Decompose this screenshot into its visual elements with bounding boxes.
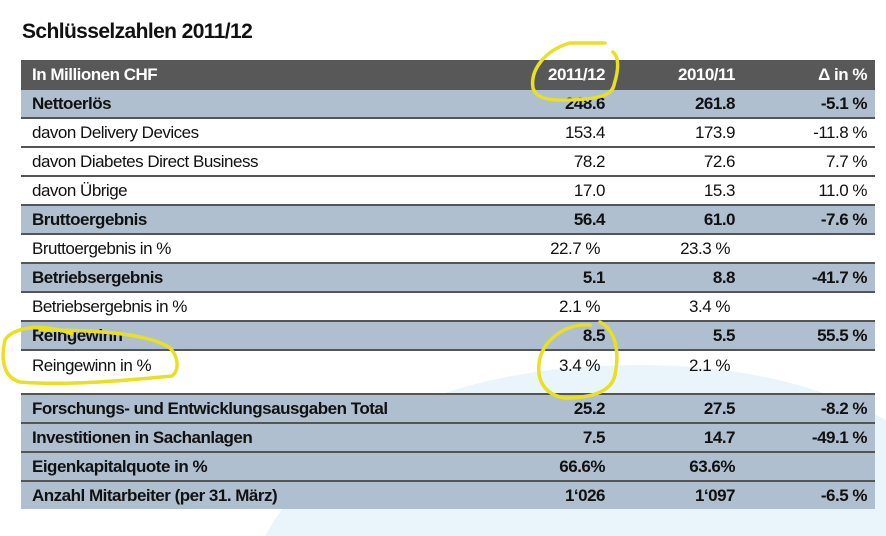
table-header: In Millionen CHF 2011/12 2010/11 Δ in % bbox=[21, 60, 875, 90]
value-2010-11: 15.3 bbox=[703, 180, 736, 200]
value-2010-11: 27.5 bbox=[703, 398, 736, 418]
table-row: Investitionen in Sachanlagen 7.5 14.7 -49.1… bbox=[21, 424, 875, 453]
table-gap bbox=[21, 381, 875, 395]
value-delta: 55.5 % bbox=[817, 325, 867, 345]
value-2011-12: 8.5 bbox=[582, 325, 606, 345]
value-delta: -49.1 % bbox=[811, 427, 868, 447]
header-col-delta: Δ in % bbox=[818, 65, 867, 84]
row-label: Bruttoergebnis in % bbox=[32, 238, 171, 258]
value-2011-12: 78.2 bbox=[573, 151, 606, 171]
value-2011-12: 2.1 % bbox=[559, 296, 600, 316]
value-delta: -41.7 % bbox=[811, 267, 868, 287]
row-label: Betriebsergebnis bbox=[32, 267, 163, 287]
value-delta: 7.7 % bbox=[826, 151, 867, 171]
value-2010-11: 8.8 bbox=[712, 267, 736, 287]
value-2011-12: 66.6% bbox=[559, 456, 605, 476]
value-delta: 11.0 % bbox=[818, 180, 867, 200]
key-figures-table: In Millionen CHF 2011/12 2010/11 Δ in % … bbox=[21, 60, 875, 509]
row-label: Forschungs- und Entwicklungsausgaben Tot… bbox=[32, 398, 388, 418]
row-label: Bruttoergebnis bbox=[32, 209, 147, 229]
value-delta: -6.5 % bbox=[820, 485, 868, 505]
table-row: Reingewinn 8.5 5.5 55.5 % bbox=[21, 322, 875, 351]
value-2010-11: 3.4 % bbox=[689, 296, 730, 316]
row-label: davon Delivery Devices bbox=[32, 122, 199, 142]
table-row: Anzahl Mitarbeiter (per 31. März) 1‘026 1‘… bbox=[21, 482, 875, 509]
row-label: davon Übrige bbox=[32, 180, 128, 200]
table-row: Reingewinn in % 3.4 % 2.1 % bbox=[21, 351, 875, 381]
table-row: davon Delivery Devices 153.4 173.9 -11.8 % bbox=[21, 119, 875, 148]
value-2011-12: 56.4 bbox=[573, 209, 606, 229]
row-label: Nettoerlös bbox=[32, 93, 112, 113]
value-2010-11: 72.6 bbox=[703, 151, 736, 171]
value-2010-11: 63.6% bbox=[689, 456, 735, 476]
row-label: Eigenkapitalquote in % bbox=[32, 456, 208, 476]
row-label: davon Diabetes Direct Business bbox=[32, 151, 258, 171]
table-row: Bruttoergebnis in % 22.7 % 23.3 % bbox=[21, 235, 875, 264]
value-2010-11: 23.3 % bbox=[680, 238, 730, 258]
table-row: Forschungs- und Entwicklungsausgaben Tot… bbox=[21, 395, 875, 424]
value-2010-11: 173.9 bbox=[694, 122, 736, 142]
value-2010-11: 261.8 bbox=[694, 93, 736, 113]
value-2011-12: 22.7 % bbox=[550, 238, 600, 258]
value-2011-12: 17.0 bbox=[573, 180, 606, 200]
value-delta: -7.6 % bbox=[820, 209, 868, 229]
value-2010-11: 2.1 % bbox=[689, 356, 730, 375]
table-row: Nettoerlös 248.6 261.8 -5.1 % bbox=[21, 90, 875, 119]
row-label: Betriebsergebnis in % bbox=[32, 296, 187, 316]
table-row: davon Übrige 17.0 15.3 11.0 % bbox=[21, 177, 875, 206]
row-label: Reingewinn bbox=[32, 325, 123, 345]
value-2010-11: 61.0 bbox=[703, 209, 736, 229]
value-2011-12: 5.1 bbox=[582, 267, 606, 287]
value-2011-12: 7.5 bbox=[582, 427, 606, 447]
table-row: Betriebsergebnis 5.1 8.8 -41.7 % bbox=[21, 264, 875, 293]
value-delta: -8.2 % bbox=[820, 398, 868, 418]
value-delta: -5.1 % bbox=[820, 93, 868, 113]
value-2011-12: 153.4 bbox=[564, 122, 606, 142]
value-2010-11: 5.5 bbox=[712, 325, 736, 345]
value-2011-12: 248.6 bbox=[564, 93, 606, 113]
value-2011-12: 1‘026 bbox=[564, 485, 606, 505]
header-col-2010-11: 2010/11 bbox=[677, 65, 736, 84]
value-2010-11: 14.7 bbox=[703, 427, 736, 447]
value-2011-12: 3.4 % bbox=[559, 356, 600, 375]
table-row: Betriebsergebnis in % 2.1 % 3.4 % bbox=[21, 293, 875, 322]
header-label: In Millionen CHF bbox=[32, 65, 158, 84]
value-2010-11: 1‘097 bbox=[694, 485, 736, 505]
table-row: davon Diabetes Direct Business 78.2 72.6 7.… bbox=[21, 148, 875, 177]
value-delta: -11.8 % bbox=[813, 122, 867, 142]
page-title: Schlüsselzahlen 2011/12 bbox=[22, 20, 253, 43]
table-body: Nettoerlös 248.6 261.8 -5.1 % davon Delivery… bbox=[21, 90, 875, 509]
value-2011-12: 25.2 bbox=[573, 398, 606, 418]
row-label: Reingewinn in % bbox=[32, 356, 152, 375]
row-label: Investitionen in Sachanlagen bbox=[32, 427, 253, 447]
row-label: Anzahl Mitarbeiter (per 31. März) bbox=[32, 485, 278, 505]
header-col-2011-12: 2011/12 bbox=[547, 65, 606, 84]
table-row: Eigenkapitalquote in % 66.6% 63.6% bbox=[21, 453, 875, 482]
table-row: Bruttoergebnis 56.4 61.0 -7.6 % bbox=[21, 206, 875, 235]
